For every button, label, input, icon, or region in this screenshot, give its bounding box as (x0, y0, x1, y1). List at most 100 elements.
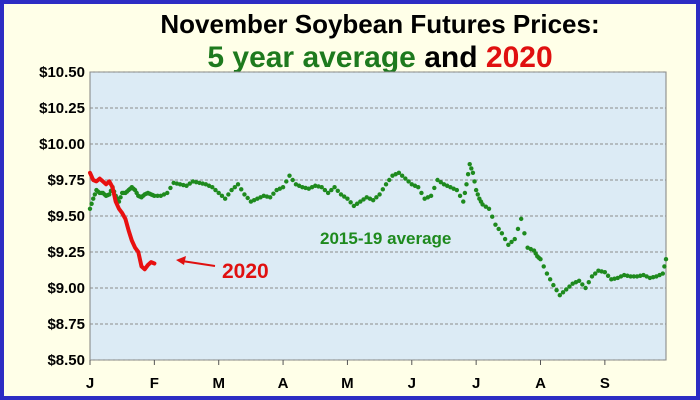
x-tick-label: J (86, 375, 94, 392)
average-point (152, 193, 157, 199)
annotation-2020: 2020 (222, 260, 269, 283)
average-point (168, 185, 173, 191)
average-point (438, 179, 443, 185)
average-point (462, 190, 468, 196)
average-point (107, 192, 112, 197)
average-point (216, 190, 221, 196)
chart-subtitle: 5 year average and 2020 (207, 41, 552, 74)
average-point (319, 185, 324, 190)
average-point (567, 284, 572, 289)
average-point (475, 192, 480, 197)
y-tick-label: $9.75 (47, 172, 85, 189)
x-tick-label: J (408, 375, 416, 392)
average-point (541, 264, 546, 269)
subtitle-part: and (416, 41, 486, 74)
average-point (406, 179, 411, 184)
average-point (338, 192, 344, 197)
average-point (184, 183, 189, 188)
average-point (486, 206, 492, 211)
average-point (232, 185, 238, 190)
average-point (472, 179, 477, 184)
chart-title: November Soybean Futures Prices: (160, 9, 599, 39)
average-point (662, 264, 667, 269)
grid-lines (90, 71, 666, 361)
average-point (222, 196, 228, 201)
average-point (461, 199, 466, 204)
average-point (235, 182, 241, 187)
average-point (210, 185, 215, 190)
average-point (374, 195, 379, 200)
average-point (493, 222, 498, 227)
average-point (544, 271, 550, 276)
average-point (345, 196, 350, 201)
average-point (399, 173, 405, 178)
average-point (473, 187, 479, 193)
series-layer (87, 161, 669, 298)
average-point (383, 182, 389, 187)
average-point (602, 269, 608, 275)
average-point (502, 236, 508, 242)
average-point (580, 282, 585, 287)
average-point (518, 216, 524, 222)
y-tick-label: $8.50 (47, 352, 85, 369)
average-point (660, 271, 665, 276)
average-point (387, 177, 392, 183)
average-point (322, 187, 328, 193)
average-point (229, 187, 234, 193)
average-point (335, 188, 340, 193)
y-tick-label: $10.00 (39, 136, 85, 153)
average-point (351, 203, 357, 209)
average-point (515, 226, 521, 232)
average-point (554, 287, 559, 293)
average-point (593, 271, 598, 276)
average-point (271, 191, 276, 196)
x-tick-label: J (472, 375, 480, 392)
x-tick-label: F (150, 375, 159, 392)
average-point (483, 204, 488, 209)
average-point (496, 226, 501, 232)
average-point (370, 197, 376, 203)
average-point (239, 187, 244, 192)
y-tick-label: $9.25 (47, 244, 85, 261)
average-point (118, 195, 123, 200)
average-point (564, 287, 569, 292)
average-point (509, 239, 514, 245)
average-point (435, 177, 440, 183)
average-point (480, 202, 485, 207)
average-point (416, 185, 421, 190)
average-point (380, 187, 386, 192)
average-point (586, 280, 591, 285)
average-point (605, 273, 611, 278)
series-average (87, 161, 669, 298)
average-point (287, 173, 292, 178)
y-axis: $8.50 $8.75 $9.00 $9.25 $9.50 $9.75 $10.00 $10.… (39, 64, 85, 369)
subtitle-part: 5 year average (207, 41, 416, 74)
average-point (329, 187, 334, 193)
average-point (589, 274, 595, 279)
y-tick-label: $10.25 (39, 100, 85, 117)
average-point (499, 231, 505, 236)
average-point (428, 193, 434, 199)
average-point (377, 192, 382, 197)
average-point (354, 201, 360, 206)
average-point (560, 290, 566, 295)
y-tick-label: $9.50 (47, 208, 85, 225)
x-tick-label: M (341, 375, 354, 392)
average-point (419, 190, 424, 196)
average-point (219, 193, 225, 199)
average-point (155, 193, 160, 199)
average-point (631, 274, 637, 279)
average-point (325, 190, 331, 196)
average-point (245, 195, 250, 201)
average-point (628, 274, 633, 279)
average-point (92, 192, 98, 197)
average-point (464, 182, 469, 187)
x-tick-label: M (212, 375, 225, 392)
average-point (538, 257, 543, 262)
average-point (551, 282, 556, 288)
average-point (332, 185, 337, 190)
average-point (467, 161, 472, 167)
average-point (165, 190, 170, 196)
